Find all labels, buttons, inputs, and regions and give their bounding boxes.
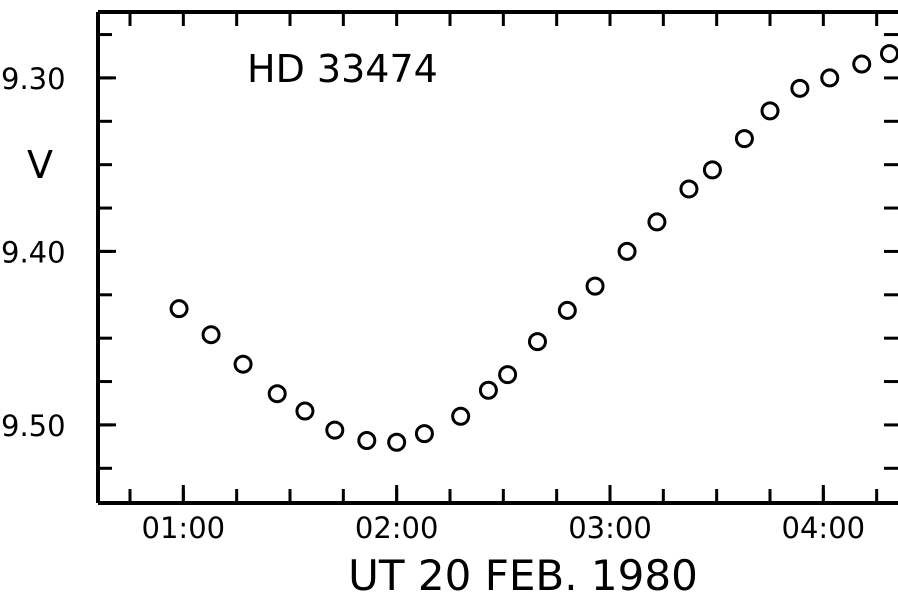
data-point (201, 325, 221, 345)
data-point (702, 160, 722, 180)
data-point (169, 299, 189, 319)
y-tick-label: 9.30 (1, 62, 66, 96)
data-point (478, 380, 498, 400)
data-point (387, 432, 407, 452)
data-point (325, 420, 345, 440)
x-tick-label: 04:00 (782, 511, 866, 545)
data-point (527, 332, 547, 352)
x-axis-label: UT 20 FEB. 1980 (348, 551, 698, 593)
data-point (414, 424, 434, 444)
data-point (233, 354, 253, 374)
data-point (734, 129, 754, 149)
x-tick-label: 03:00 (568, 511, 652, 545)
data-point (647, 212, 667, 232)
data-point (760, 101, 780, 121)
data-point (879, 44, 898, 64)
data-point (267, 384, 287, 404)
chart-title: HD 33474 (247, 47, 438, 91)
data-point (617, 241, 637, 261)
x-tick-label: 02:00 (355, 511, 439, 545)
data-point (498, 365, 518, 385)
y-tick-label: 9.50 (1, 409, 66, 443)
data-point (585, 276, 605, 296)
data-point (790, 78, 810, 98)
data-point (557, 300, 577, 320)
y-axis-label: V (27, 143, 53, 187)
data-point (295, 401, 315, 421)
data-point (852, 54, 872, 74)
data-point (357, 431, 377, 451)
data-point (820, 68, 840, 88)
y-tick-label: 9.40 (1, 235, 66, 269)
data-point (679, 179, 699, 199)
x-tick-label: 01:00 (142, 511, 226, 545)
data-point (451, 406, 471, 426)
